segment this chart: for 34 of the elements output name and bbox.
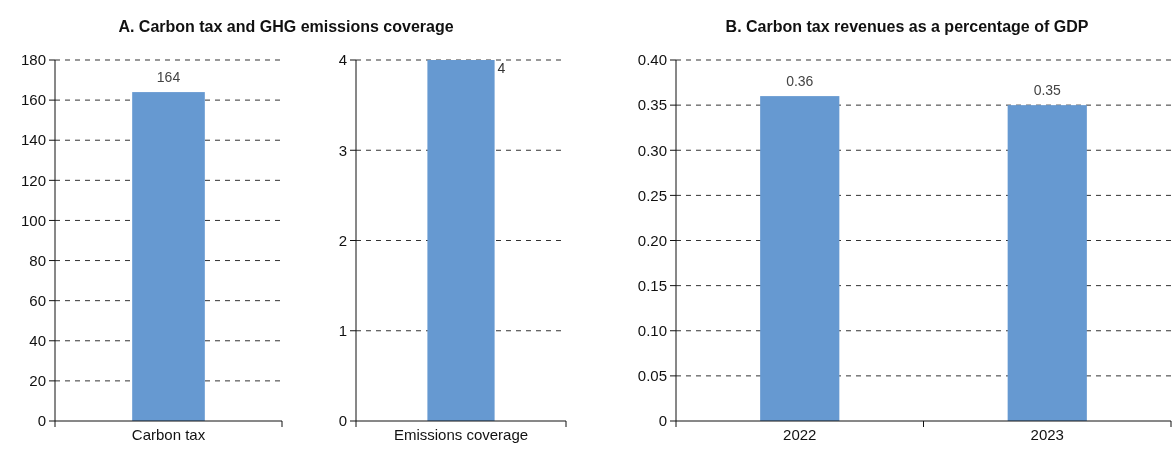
y-tick-label: 0.15 [637,276,667,294]
data-label: 0.36 [786,73,814,90]
data-label: 4 [497,60,506,76]
x-tick-label: 2023 [1030,426,1064,443]
y-tick-label: 0 [338,412,347,430]
y-tick-label: 0 [37,412,46,430]
data-label: 164 [156,69,181,86]
x-tick-label: Emissions coverage [393,426,529,443]
y-tick-label: 4 [338,51,347,69]
y-tick-label: 20 [29,372,46,390]
y-tick-label: 140 [20,131,46,149]
y-tick-label: 0.40 [637,51,667,69]
chart-title: A. Carbon tax and GHG emissions coverage [118,18,454,35]
x-tick-label: 2022 [783,426,817,443]
y-tick-label: 1 [338,322,347,339]
y-tick-label: 40 [29,332,46,350]
y-tick-label: 100 [20,211,46,229]
y-tick-label: 0.30 [637,141,667,159]
data-label: 0.35 [1033,82,1062,99]
x-tick-label: Carbon tax [131,426,206,443]
y-tick-label: 180 [20,51,46,69]
y-tick-label: 2 [338,231,347,249]
y-tick-label: 0 [658,412,667,430]
y-tick-label: 160 [20,91,46,109]
y-tick-label: 80 [29,251,46,269]
y-tick-label: 0.05 [637,367,667,385]
chart-title: B. Carbon tax revenues as a percentage of GDP [725,18,1089,35]
y-tick-label: 120 [20,171,46,189]
y-tick-label: 60 [29,291,46,309]
y-tick-label: 0.35 [637,96,667,114]
y-tick-label: 3 [338,141,347,159]
y-tick-label: 0.10 [637,322,667,339]
y-tick-label: 0.20 [637,231,667,249]
y-tick-label: 0.25 [637,186,667,204]
